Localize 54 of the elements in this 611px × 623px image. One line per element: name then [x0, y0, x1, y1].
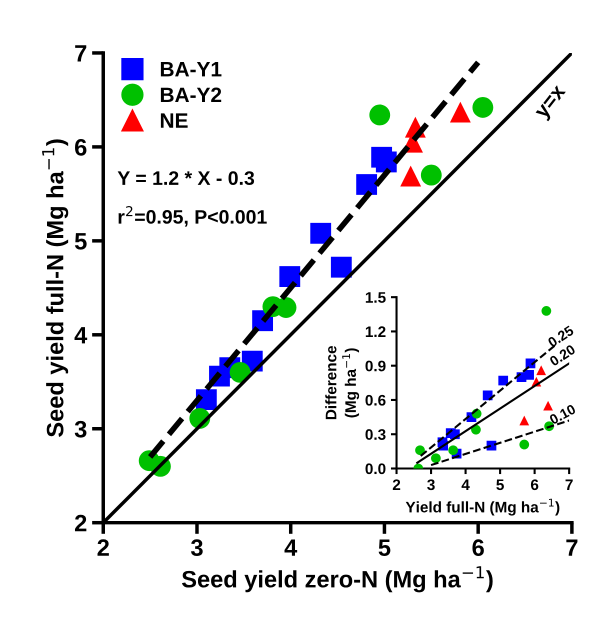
point — [542, 306, 552, 316]
point — [498, 376, 508, 386]
point — [369, 104, 390, 126]
annotation: r$^{2}$=0.95, P<0.001 — [118, 206, 267, 227]
y-tick-label: 1.5 — [366, 292, 386, 303]
point — [472, 97, 494, 118]
legend-label: BA-Y1 — [160, 62, 222, 76]
point — [519, 440, 530, 450]
point — [356, 174, 378, 195]
y-tick-label: 0.3 — [365, 429, 386, 440]
y-tick-label: 2 — [74, 514, 86, 532]
point — [450, 102, 471, 123]
point — [415, 445, 425, 456]
x-tick-label: 4 — [462, 479, 470, 490]
y-axis-title: Seed yield full-N (Mg ha$^{−1}$) — [42, 139, 68, 437]
x-tick-label: 4 — [284, 540, 298, 556]
point — [482, 390, 493, 400]
y-axis-title: Difference (Mg ha$^{−1}$) — [325, 346, 360, 420]
x-tick-label: 2 — [98, 539, 109, 556]
point — [431, 453, 441, 464]
point — [330, 256, 352, 278]
annotation: Y = 1.2 * X - 0.3 — [118, 171, 254, 186]
x-tick-label: 6 — [530, 479, 538, 490]
point — [376, 152, 397, 172]
x-tick-label: 6 — [472, 539, 484, 556]
point — [448, 445, 458, 456]
y-tick-label: 6 — [75, 138, 86, 156]
y-tick-label: 1.2 — [366, 326, 386, 337]
point — [536, 365, 546, 376]
x-tick-label: 7 — [566, 540, 578, 556]
x-axis-title: Yield full-N (Mg ha$^{−1}$) — [406, 498, 560, 516]
legend-label: NE — [160, 113, 188, 128]
point — [524, 370, 534, 380]
y-tick-label: 3 — [74, 420, 86, 438]
point — [519, 416, 530, 426]
x-axis-title: Seed yield zero-N (Mg ha$^{−1}$) — [182, 566, 493, 592]
x-tick-label: 7 — [566, 479, 573, 490]
y-tick-label: 5 — [74, 233, 87, 250]
annotation: 0.10 — [548, 404, 576, 425]
point — [310, 222, 332, 244]
point — [420, 164, 442, 186]
y-tick-label: 0.0 — [365, 463, 386, 474]
point — [400, 166, 422, 186]
y-tick-label: 7 — [75, 45, 86, 62]
point — [230, 362, 251, 383]
x-tick-label: 3 — [190, 539, 203, 556]
y-tick-label: 4 — [74, 327, 88, 344]
y-tick-label: 0.6 — [365, 394, 386, 406]
x-tick-label: 2 — [392, 479, 400, 490]
x-tick-label: 3 — [427, 479, 435, 490]
point — [279, 266, 300, 287]
legend-label: BA-Y2 — [160, 88, 222, 102]
x-tick-label: 5 — [496, 479, 504, 490]
y-tick-label: 0.9 — [365, 360, 386, 372]
